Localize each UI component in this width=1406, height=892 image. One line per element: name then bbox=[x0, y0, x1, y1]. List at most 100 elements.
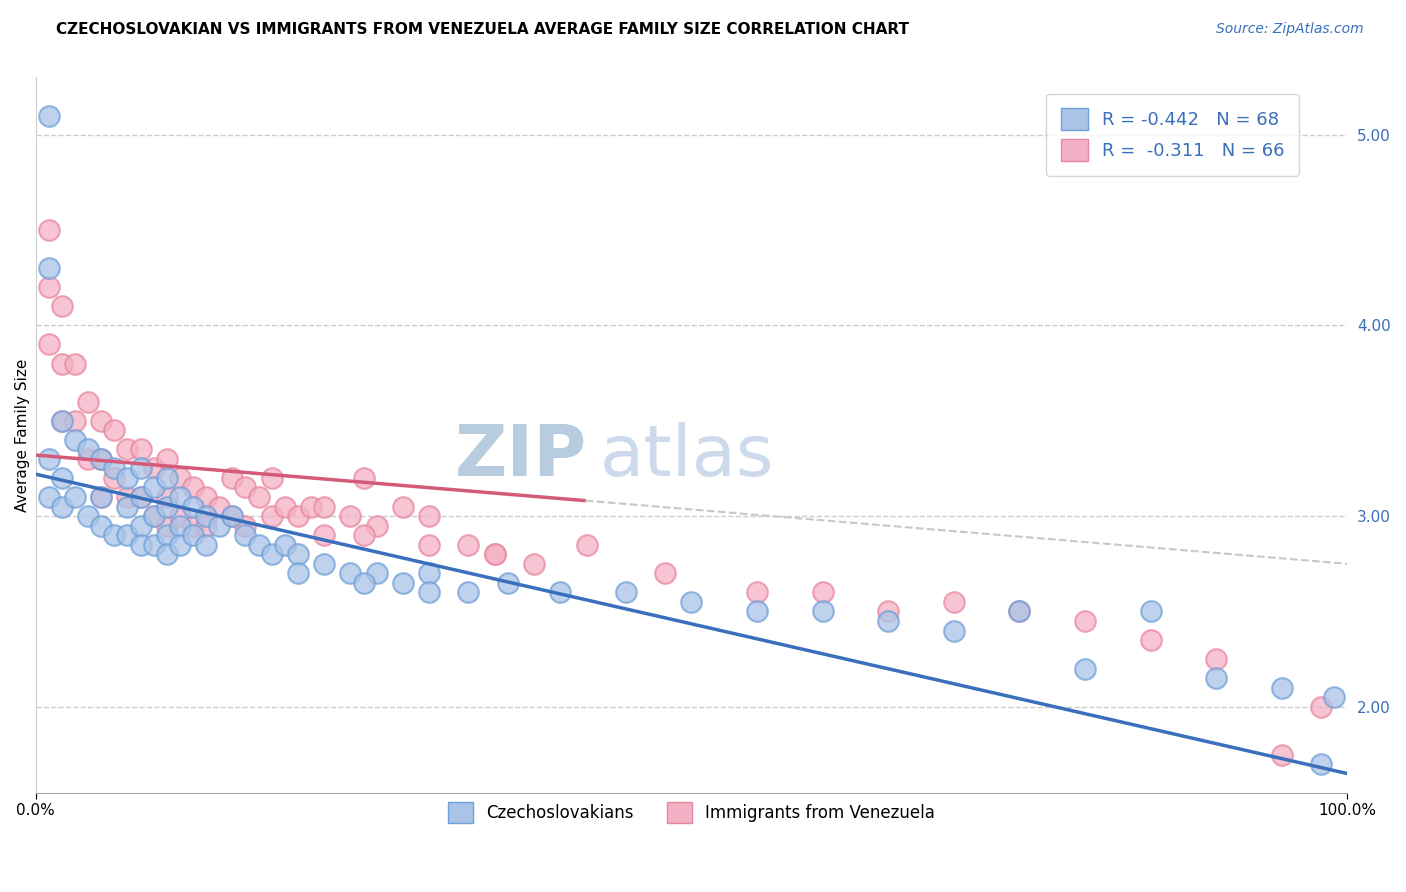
Point bbox=[745, 585, 768, 599]
Point bbox=[169, 509, 191, 524]
Point bbox=[614, 585, 637, 599]
Point bbox=[274, 538, 297, 552]
Point bbox=[418, 566, 440, 581]
Point bbox=[339, 509, 361, 524]
Point bbox=[1139, 633, 1161, 648]
Point bbox=[287, 566, 309, 581]
Point bbox=[103, 528, 125, 542]
Point bbox=[575, 538, 598, 552]
Point bbox=[1074, 662, 1097, 676]
Point bbox=[129, 442, 152, 457]
Point bbox=[523, 557, 546, 571]
Point bbox=[339, 566, 361, 581]
Point bbox=[457, 585, 479, 599]
Text: Source: ZipAtlas.com: Source: ZipAtlas.com bbox=[1216, 22, 1364, 37]
Point bbox=[142, 481, 165, 495]
Point bbox=[117, 442, 139, 457]
Point bbox=[235, 518, 257, 533]
Point bbox=[169, 471, 191, 485]
Point bbox=[38, 109, 60, 123]
Point bbox=[195, 509, 218, 524]
Point bbox=[877, 614, 900, 628]
Point bbox=[484, 547, 506, 561]
Point bbox=[181, 528, 204, 542]
Point bbox=[117, 471, 139, 485]
Point bbox=[496, 575, 519, 590]
Point bbox=[156, 490, 179, 504]
Point bbox=[90, 451, 112, 466]
Point bbox=[550, 585, 572, 599]
Point bbox=[156, 547, 179, 561]
Point bbox=[90, 518, 112, 533]
Point bbox=[77, 509, 100, 524]
Point bbox=[129, 461, 152, 475]
Point bbox=[353, 575, 375, 590]
Point bbox=[811, 585, 834, 599]
Point bbox=[418, 538, 440, 552]
Point bbox=[260, 471, 283, 485]
Point bbox=[1310, 699, 1333, 714]
Point bbox=[156, 451, 179, 466]
Point bbox=[260, 547, 283, 561]
Point bbox=[208, 500, 231, 514]
Point bbox=[77, 394, 100, 409]
Point bbox=[195, 538, 218, 552]
Point bbox=[221, 509, 243, 524]
Point bbox=[51, 471, 73, 485]
Point bbox=[156, 471, 179, 485]
Point bbox=[90, 490, 112, 504]
Point bbox=[260, 509, 283, 524]
Point bbox=[681, 595, 703, 609]
Point bbox=[142, 509, 165, 524]
Point bbox=[314, 557, 336, 571]
Point bbox=[103, 471, 125, 485]
Point bbox=[142, 509, 165, 524]
Point bbox=[287, 547, 309, 561]
Point bbox=[51, 299, 73, 313]
Point bbox=[169, 518, 191, 533]
Point bbox=[942, 595, 965, 609]
Point bbox=[129, 518, 152, 533]
Point bbox=[156, 500, 179, 514]
Point bbox=[38, 223, 60, 237]
Point bbox=[366, 518, 388, 533]
Point bbox=[63, 357, 86, 371]
Point bbox=[51, 414, 73, 428]
Point bbox=[129, 538, 152, 552]
Point bbox=[90, 490, 112, 504]
Text: ZIP: ZIP bbox=[454, 422, 586, 491]
Point bbox=[877, 605, 900, 619]
Point bbox=[457, 538, 479, 552]
Point bbox=[117, 500, 139, 514]
Point bbox=[353, 528, 375, 542]
Point bbox=[1139, 605, 1161, 619]
Point bbox=[1008, 605, 1031, 619]
Point bbox=[51, 500, 73, 514]
Point bbox=[353, 471, 375, 485]
Point bbox=[38, 337, 60, 351]
Point bbox=[942, 624, 965, 638]
Point bbox=[1074, 614, 1097, 628]
Point bbox=[287, 509, 309, 524]
Point bbox=[418, 585, 440, 599]
Point bbox=[208, 518, 231, 533]
Point bbox=[38, 451, 60, 466]
Point bbox=[247, 490, 270, 504]
Point bbox=[247, 538, 270, 552]
Point bbox=[1323, 690, 1346, 705]
Point bbox=[142, 461, 165, 475]
Point bbox=[181, 481, 204, 495]
Point bbox=[1271, 747, 1294, 762]
Point bbox=[38, 490, 60, 504]
Point bbox=[392, 575, 415, 590]
Y-axis label: Average Family Size: Average Family Size bbox=[15, 359, 30, 512]
Point bbox=[129, 490, 152, 504]
Point bbox=[129, 490, 152, 504]
Point bbox=[117, 490, 139, 504]
Point bbox=[169, 538, 191, 552]
Text: atlas: atlas bbox=[599, 422, 775, 491]
Point bbox=[314, 500, 336, 514]
Point bbox=[1008, 605, 1031, 619]
Point bbox=[51, 357, 73, 371]
Point bbox=[1205, 652, 1227, 666]
